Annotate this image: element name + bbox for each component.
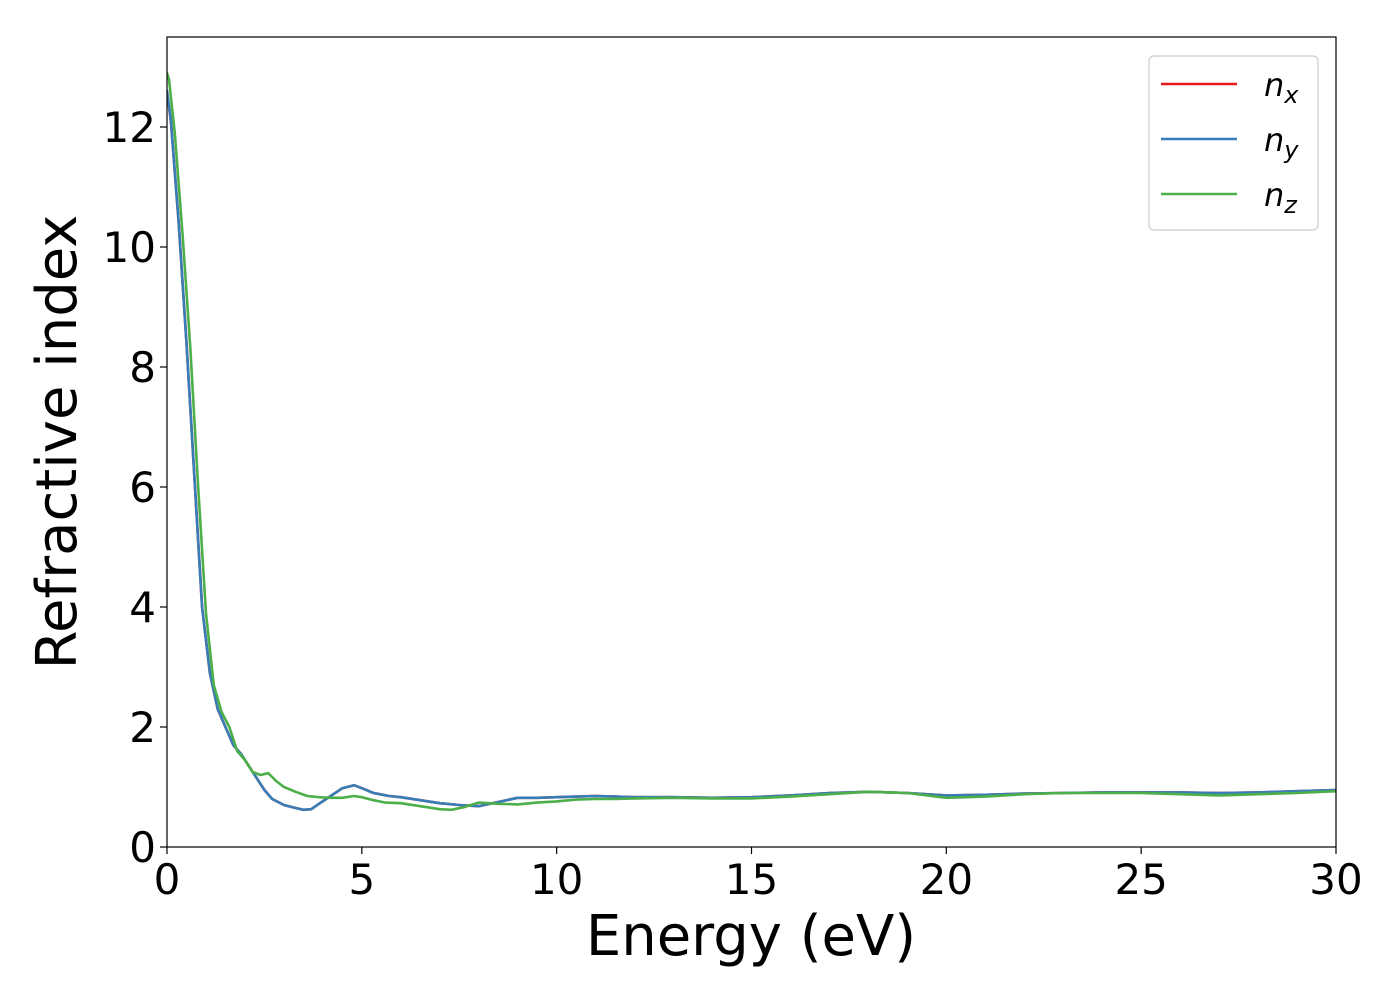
legend-box [1148,55,1319,231]
y-axis-title: Refractive index [25,215,90,670]
y-tick-label: 8 [129,343,156,392]
x-tick-label: 15 [725,855,778,904]
y-tick-label: 4 [129,583,156,632]
x-tick-label: 5 [348,855,375,904]
x-tick-label: 0 [154,855,181,904]
y-tick-label: 0 [129,823,156,872]
y-tick-label: 10 [103,223,156,272]
legend: nx ny nz [1148,55,1319,231]
x-tick-label: 20 [920,855,973,904]
x-axis-ticks: 0 5 10 15 20 25 30 [154,847,1363,904]
y-tick-label: 6 [129,463,156,512]
x-axis-title: Energy (eV) [586,904,916,969]
y-tick-label: 2 [129,703,156,752]
x-tick-label: 25 [1114,855,1167,904]
legend-label-nx: nx [1264,66,1299,109]
y-tick-label: 12 [103,103,156,152]
x-tick-label: 10 [530,855,583,904]
legend-label-ny: ny [1264,121,1299,164]
x-tick-label: 30 [1309,855,1362,904]
y-axis-ticks: 0 2 4 6 8 10 12 [103,103,167,872]
legend-label-nz: nz [1264,176,1298,219]
series-line-nz [167,71,1336,812]
